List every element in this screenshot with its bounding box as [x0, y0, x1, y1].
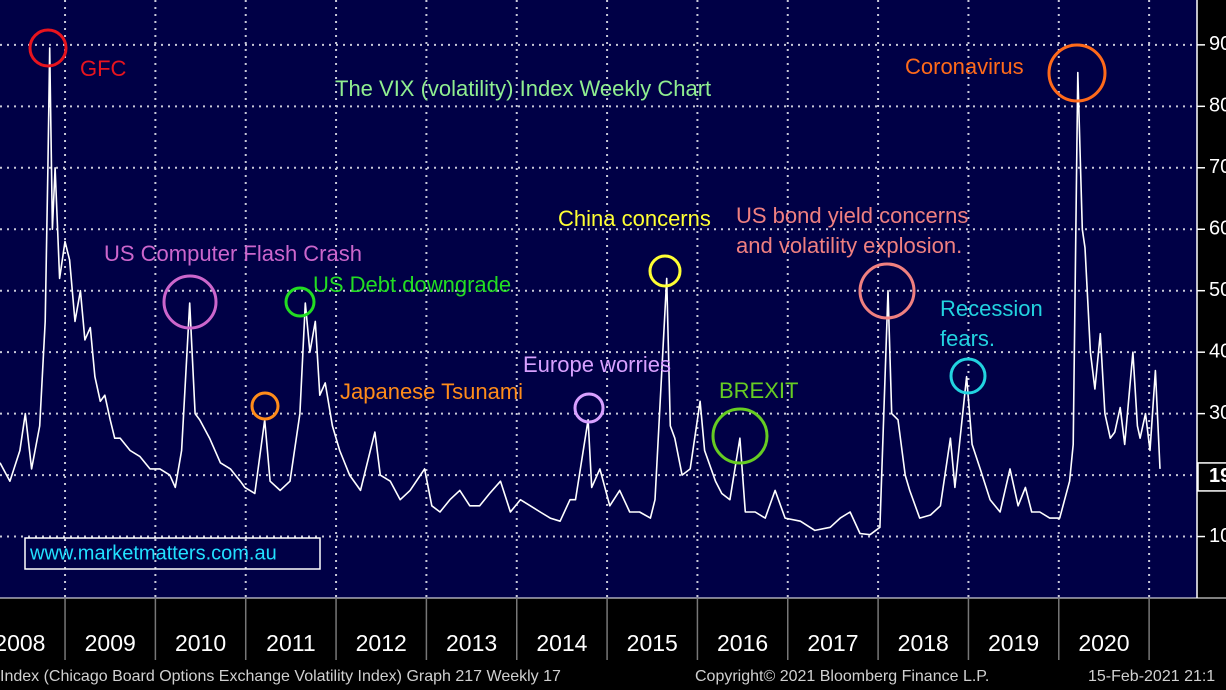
annotation-label: US Computer Flash Crash [104, 241, 362, 266]
annotation-circle [648, 254, 682, 288]
x-tick-label: 2009 [85, 630, 136, 656]
plot-background [0, 0, 1197, 598]
footer-middle: Copyright© 2021 Bloomberg Finance L.P. [695, 668, 989, 685]
annotation-label: Coronavirus [905, 54, 1024, 79]
x-axis-band [0, 598, 1226, 662]
annotations: GFC Coronavirus China concerns US bond yiel… [28, 28, 1107, 465]
y-tick-label: 30 [1209, 402, 1226, 424]
last-value-box [1197, 462, 1226, 492]
y-tick-label: 80 [1209, 95, 1226, 117]
annotation-circle [858, 262, 916, 320]
annotation-label: BREXIT [719, 378, 798, 403]
y-tick-label: 50 [1209, 279, 1226, 301]
footer-right: 15-Feb-2021 21:1 [1088, 668, 1215, 685]
annotation-label: fears. [940, 326, 995, 351]
y-tick-label: 90 [1209, 33, 1226, 55]
annotation-circle [250, 391, 280, 421]
vix-line [0, 47, 1161, 536]
status-bar [0, 662, 1226, 690]
y-tick-label: 70 [1209, 156, 1226, 178]
x-tick-label: 2012 [356, 630, 407, 656]
x-tick-label: 2015 [627, 630, 678, 656]
x-tick-label: 2020 [1078, 630, 1129, 656]
y-tick-label: 10 [1209, 525, 1226, 547]
x-tick-label: 2013 [446, 630, 497, 656]
y-tick-label: 60 [1209, 218, 1226, 240]
annotation-label: China concerns [558, 206, 711, 231]
annotation-label: and volatility explosion. [736, 233, 962, 258]
watermark-box [24, 537, 321, 570]
annotation-label: Europe worries [523, 352, 671, 377]
annotation-label: GFC [80, 56, 127, 81]
x-tick-label: 2010 [175, 630, 226, 656]
x-tick-label: 2016 [717, 630, 768, 656]
x-tick-label: 2014 [536, 630, 587, 656]
annotation-circle [284, 286, 316, 318]
series [0, 47, 1161, 536]
annotation-label: US bond yield concerns [736, 203, 968, 228]
x-tick-label: 2011 [266, 630, 315, 656]
annotation-label: Recession [940, 296, 1043, 321]
footer-left: Index (Chicago Board Options Exchange Vo… [0, 668, 561, 685]
annotation-circle [162, 274, 218, 330]
x-tick-label: 2019 [988, 630, 1039, 656]
watermark: www.marketmatters.com.au [29, 542, 277, 564]
annotation-circle [28, 28, 68, 68]
y-tick-label: 40 [1209, 340, 1226, 362]
last-value-label: 19 [1209, 465, 1226, 487]
x-tick-label: 2017 [807, 630, 858, 656]
annotation-label: US Debt downgrade [313, 272, 511, 297]
annotation-label: Japanese Tsunami [340, 379, 523, 404]
chart-title: The VIX (volatility) Index Weekly Chart [335, 76, 711, 101]
annotation-circle [1047, 43, 1107, 103]
annotation-circle [949, 357, 987, 395]
x-tick-label: 2018 [898, 630, 949, 656]
annotation-circle [711, 407, 769, 465]
annotation-circle [573, 392, 605, 424]
x-tick-label: 2008 [0, 630, 45, 656]
